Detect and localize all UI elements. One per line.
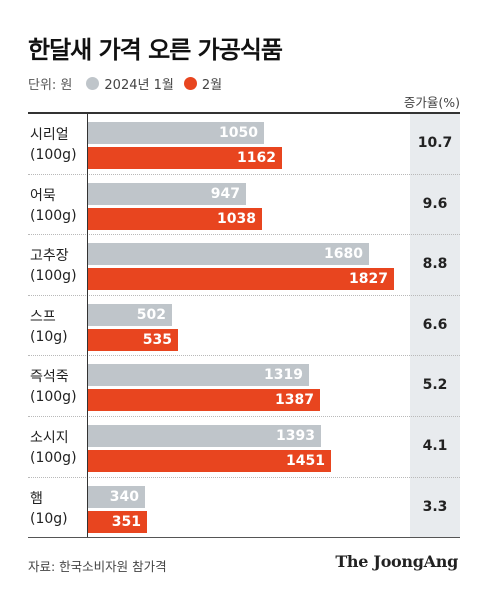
category-unit: (100g): [30, 389, 77, 406]
bar-feb: 1387: [88, 389, 320, 412]
legend-swatch-jan: [86, 77, 100, 90]
category-unit: (10g): [30, 328, 68, 345]
bar-jan: 1050: [88, 122, 264, 144]
category-name: 어묵: [30, 187, 56, 204]
bar-jan: 947: [88, 182, 246, 205]
category-name: 고추장: [30, 248, 69, 265]
bar-feb: 1827: [88, 268, 394, 291]
source-note: 자료: 한국소비자원 참가격: [28, 559, 167, 574]
category-name: 시리얼: [30, 127, 69, 143]
category-name: 스프: [30, 308, 56, 325]
bar-feb: 1162: [88, 147, 282, 169]
bar-feb: 1038: [88, 207, 262, 230]
chart-title: 한달새 가격 오른 가공식품: [28, 36, 283, 64]
y-axis-line: [87, 113, 88, 537]
brand-logo: The JoongAng: [335, 552, 458, 571]
bar-jan: 340: [88, 485, 145, 508]
pct-column-bg: [410, 113, 460, 537]
row-separator: [28, 234, 460, 236]
category-unit: (100g): [30, 450, 77, 466]
row-separator: [28, 416, 460, 417]
legend-item-jan: 2024년 1월: [86, 74, 174, 93]
category-label: 즉석죽 (100g): [30, 367, 77, 407]
increase-pct: 10.7: [417, 135, 453, 151]
bar-jan: 1393: [88, 425, 321, 447]
bottom-rule: [28, 537, 460, 538]
bar-feb: 535: [88, 328, 178, 351]
category-label: 햄 (10g): [30, 489, 68, 529]
bar-feb: 351: [88, 510, 147, 533]
category-unit: (10g): [30, 510, 68, 527]
legend-swatch-feb: [183, 77, 197, 90]
category-name: 즉석죽: [30, 369, 69, 386]
category-label: 스프 (10g): [30, 307, 68, 347]
row-separator: [28, 476, 460, 478]
category-name: 햄: [30, 490, 43, 507]
category-unit: (100g): [30, 147, 77, 163]
increase-pct: 8.8: [422, 256, 448, 273]
bar-feb: 1451: [88, 450, 331, 472]
row-separator: [28, 355, 460, 357]
increase-pct: 5.2: [422, 377, 448, 394]
increase-pct: 4.1: [422, 438, 448, 454]
pct-header: 증가율(%): [403, 95, 460, 110]
bar-jan: 1680: [88, 243, 369, 266]
category-unit: (100g): [30, 207, 77, 224]
increase-pct: 6.6: [422, 316, 448, 333]
legend-label-feb: 2월: [201, 78, 223, 93]
increase-pct: 9.6: [422, 195, 448, 212]
category-name: 소시지: [30, 430, 69, 446]
increase-pct: 3.3: [422, 498, 448, 515]
category-label: 어묵 (100g): [30, 186, 77, 226]
category-unit: (100g): [30, 268, 77, 285]
legend: 단위: 원 2024년 1월 2월: [28, 74, 232, 93]
bar-jan: 1319: [88, 364, 309, 387]
unit-label: 단위: 원: [28, 78, 73, 93]
bar-jan: 502: [88, 303, 172, 326]
row-separator: [28, 173, 460, 175]
legend-label-jan: 2024년 1월: [104, 78, 174, 93]
legend-item-feb: 2월: [183, 74, 223, 93]
category-label: 고추장 (100g): [30, 246, 77, 286]
row-separator: [28, 294, 460, 296]
top-rule: [28, 112, 460, 114]
category-label: 시리얼 (100g): [30, 125, 77, 165]
category-label: 소시지 (100g): [30, 428, 77, 468]
